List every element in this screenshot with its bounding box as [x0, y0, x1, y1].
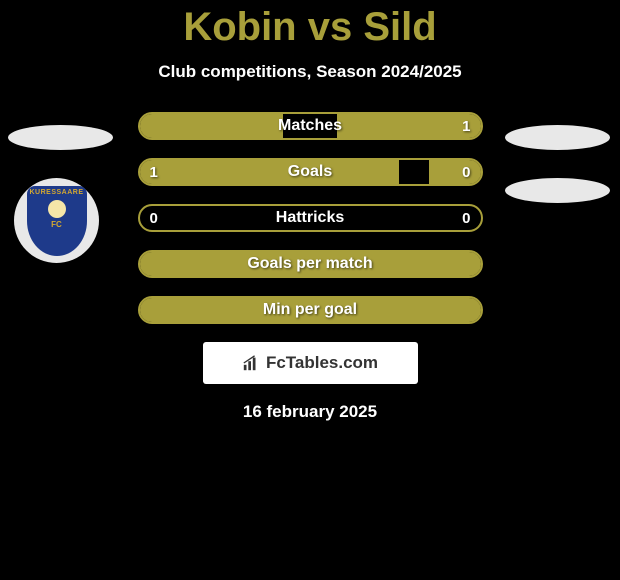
stat-label: Goals per match	[247, 255, 372, 273]
crest-ball-icon	[48, 200, 66, 218]
brand-text: FcTables.com	[266, 353, 378, 373]
stat-row-hattricks: 0 Hattricks 0	[138, 204, 483, 232]
stat-fill-right	[429, 160, 480, 184]
left-badge-placeholder	[8, 125, 113, 150]
club-crest: KURESSAARE FC	[14, 178, 99, 263]
stat-value-right: 0	[462, 164, 470, 181]
right-badge-placeholder-1	[505, 125, 610, 150]
page-subtitle: Club competitions, Season 2024/2025	[0, 62, 620, 82]
crest-bottom-text: FC	[51, 220, 62, 229]
branding-box[interactable]: FcTables.com	[203, 342, 418, 384]
stats-container: Matches 1 1 Goals 0 0 Hattricks 0 Goals …	[138, 112, 483, 324]
stat-fill-right	[337, 114, 480, 138]
page-title: Kobin vs Sild	[0, 0, 620, 50]
stat-row-matches: Matches 1	[138, 112, 483, 140]
right-badge-placeholder-2	[505, 178, 610, 203]
stat-row-goals-per-match: Goals per match	[138, 250, 483, 278]
stat-value-right: 0	[462, 210, 470, 227]
stat-value-right: 1	[462, 118, 470, 135]
crest-shield: KURESSAARE FC	[27, 186, 87, 256]
stat-value-left: 1	[150, 164, 158, 181]
chart-icon	[242, 354, 260, 372]
stat-row-min-per-goal: Min per goal	[138, 296, 483, 324]
stat-label: Matches	[278, 117, 342, 135]
stat-label: Goals	[288, 163, 332, 181]
stat-row-goals: 1 Goals 0	[138, 158, 483, 186]
stat-value-left: 0	[150, 210, 158, 227]
stat-fill-left	[140, 160, 399, 184]
stat-fill-left	[140, 114, 283, 138]
stat-label: Hattricks	[276, 209, 344, 227]
date-text: 16 february 2025	[0, 402, 620, 422]
stat-label: Min per goal	[263, 301, 357, 319]
crest-top-text: KURESSAARE	[29, 186, 83, 196]
